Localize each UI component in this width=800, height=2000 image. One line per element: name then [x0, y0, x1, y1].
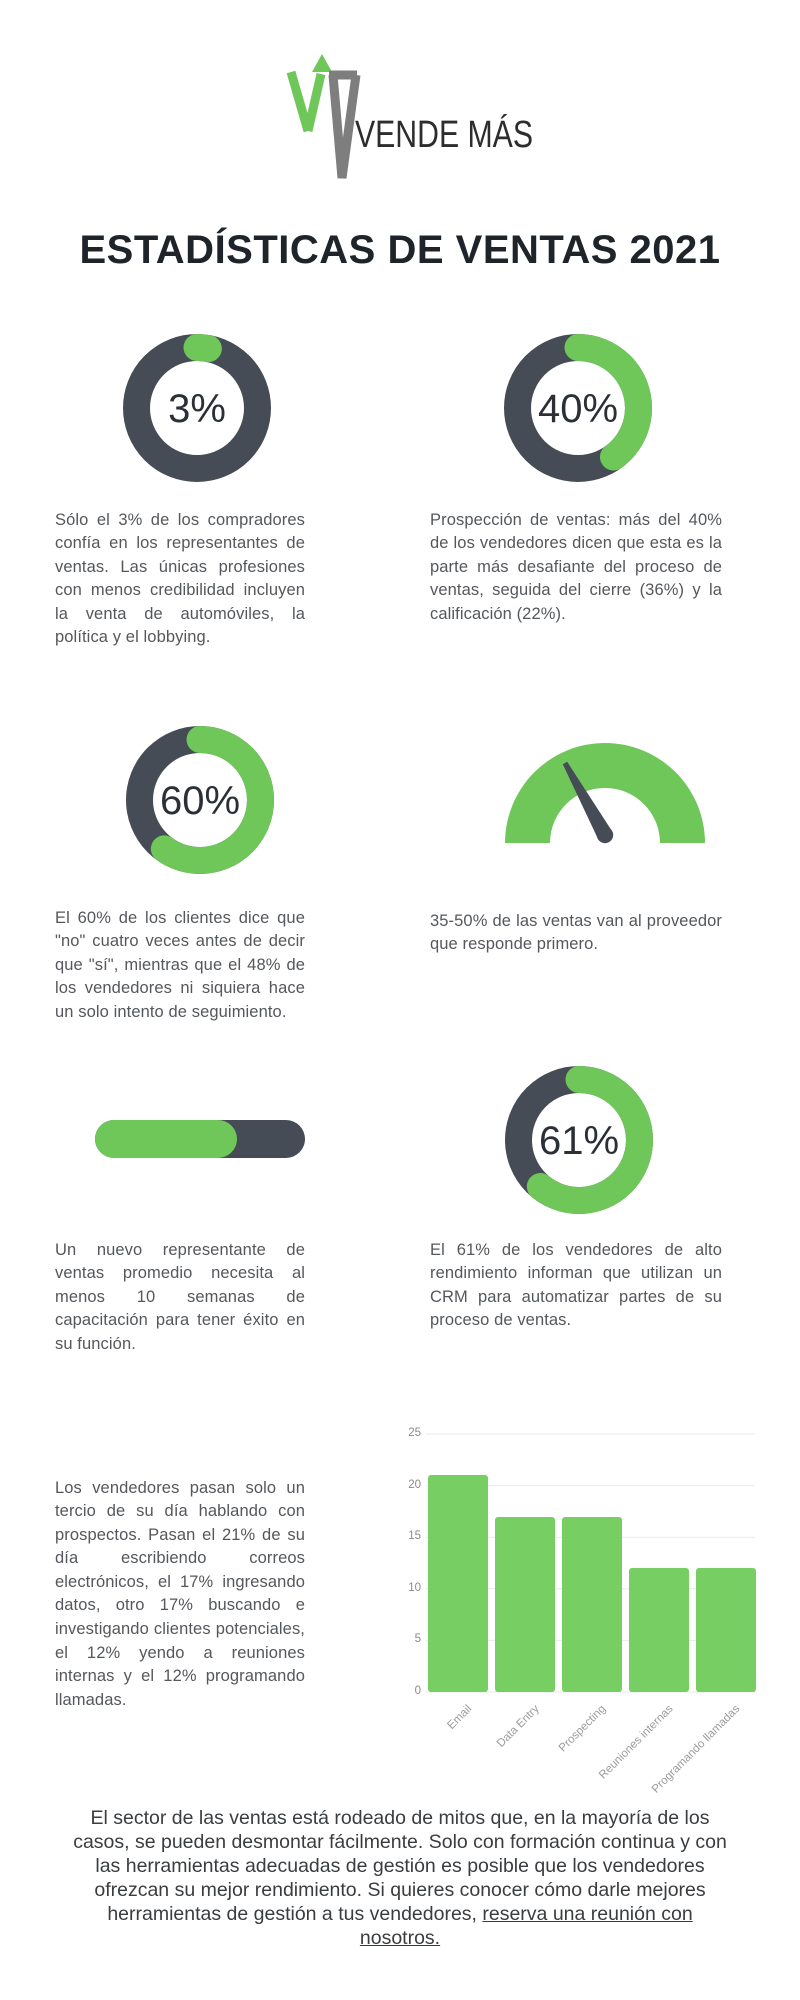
y-tick-0: 0	[414, 1685, 421, 1697]
footer-paragraph: El sector de las ventas está rodeado de …	[70, 1806, 730, 1950]
y-tick-10: 10	[408, 1582, 421, 1594]
gauge-chart-first-responder	[505, 743, 705, 844]
stat-text-buyer-trust: Sólo el 3% de los compradores confía en …	[55, 510, 305, 647]
donut-chart-buyer-trust: 3%	[123, 334, 271, 482]
logo-gray-v-icon	[328, 70, 361, 179]
stat-text-time-allocation: Los vendedores pasan solo un tercio de s…	[55, 1478, 305, 1709]
stat-text-crm-usage: El 61% de los vendedores de alto rendimi…	[430, 1240, 722, 1330]
y-tick-5: 5	[414, 1633, 421, 1645]
page-title: ESTADÍSTICAS DE VENTAS 2021	[79, 228, 721, 272]
logo-green-check-arrow-icon	[286, 54, 332, 133]
donut-chart-prospecting: 40%	[504, 334, 652, 482]
donut-percent-label: 61%	[539, 1119, 619, 1163]
bar-email	[428, 1475, 488, 1692]
y-tick-25: 25	[408, 1427, 421, 1439]
gauge-needle-icon	[562, 761, 614, 844]
bar-chart-time-allocation: 25 20 15 10 5 0 Email Data Entry Prospec…	[395, 1420, 760, 1796]
bar-chart-plot	[426, 1433, 756, 1693]
bar-prospecting	[562, 1517, 622, 1692]
donut-chart-customers-say-no: 60%	[126, 726, 274, 874]
vende-mas-logo: VENDE MÁS	[286, 54, 533, 179]
y-tick-20: 20	[408, 1479, 421, 1491]
logo-brand-text: VENDE MÁS	[355, 113, 533, 156]
stat-text-prospecting: Prospección de ventas: más del 40% de lo…	[430, 510, 722, 623]
donut-chart-crm-usage: 61%	[505, 1066, 653, 1214]
stat-text-customers-say-no: El 60% de los clientes dice que "no" cua…	[55, 908, 305, 1021]
bar-data-entry	[495, 1517, 555, 1692]
bar-programando-llamadas	[696, 1568, 756, 1692]
y-tick-15: 15	[408, 1530, 421, 1542]
stat-text-first-responder: 35-50% de las ventas van al proveedor qu…	[430, 911, 722, 954]
donut-percent-label: 3%	[168, 387, 226, 431]
progress-bar-training	[95, 1120, 305, 1158]
chart-bars	[428, 1475, 756, 1692]
bar-reuniones-internas	[629, 1568, 689, 1692]
book-meeting-link[interactable]: reserva una reunión con nosotros.	[359, 1903, 693, 1949]
donut-percent-label: 40%	[538, 387, 618, 431]
donut-percent-label: 60%	[160, 779, 240, 823]
stat-text-training: Un nuevo representante de ventas promedi…	[55, 1240, 305, 1353]
footer-text: El sector de las ventas está rodeado de …	[73, 1807, 727, 1925]
